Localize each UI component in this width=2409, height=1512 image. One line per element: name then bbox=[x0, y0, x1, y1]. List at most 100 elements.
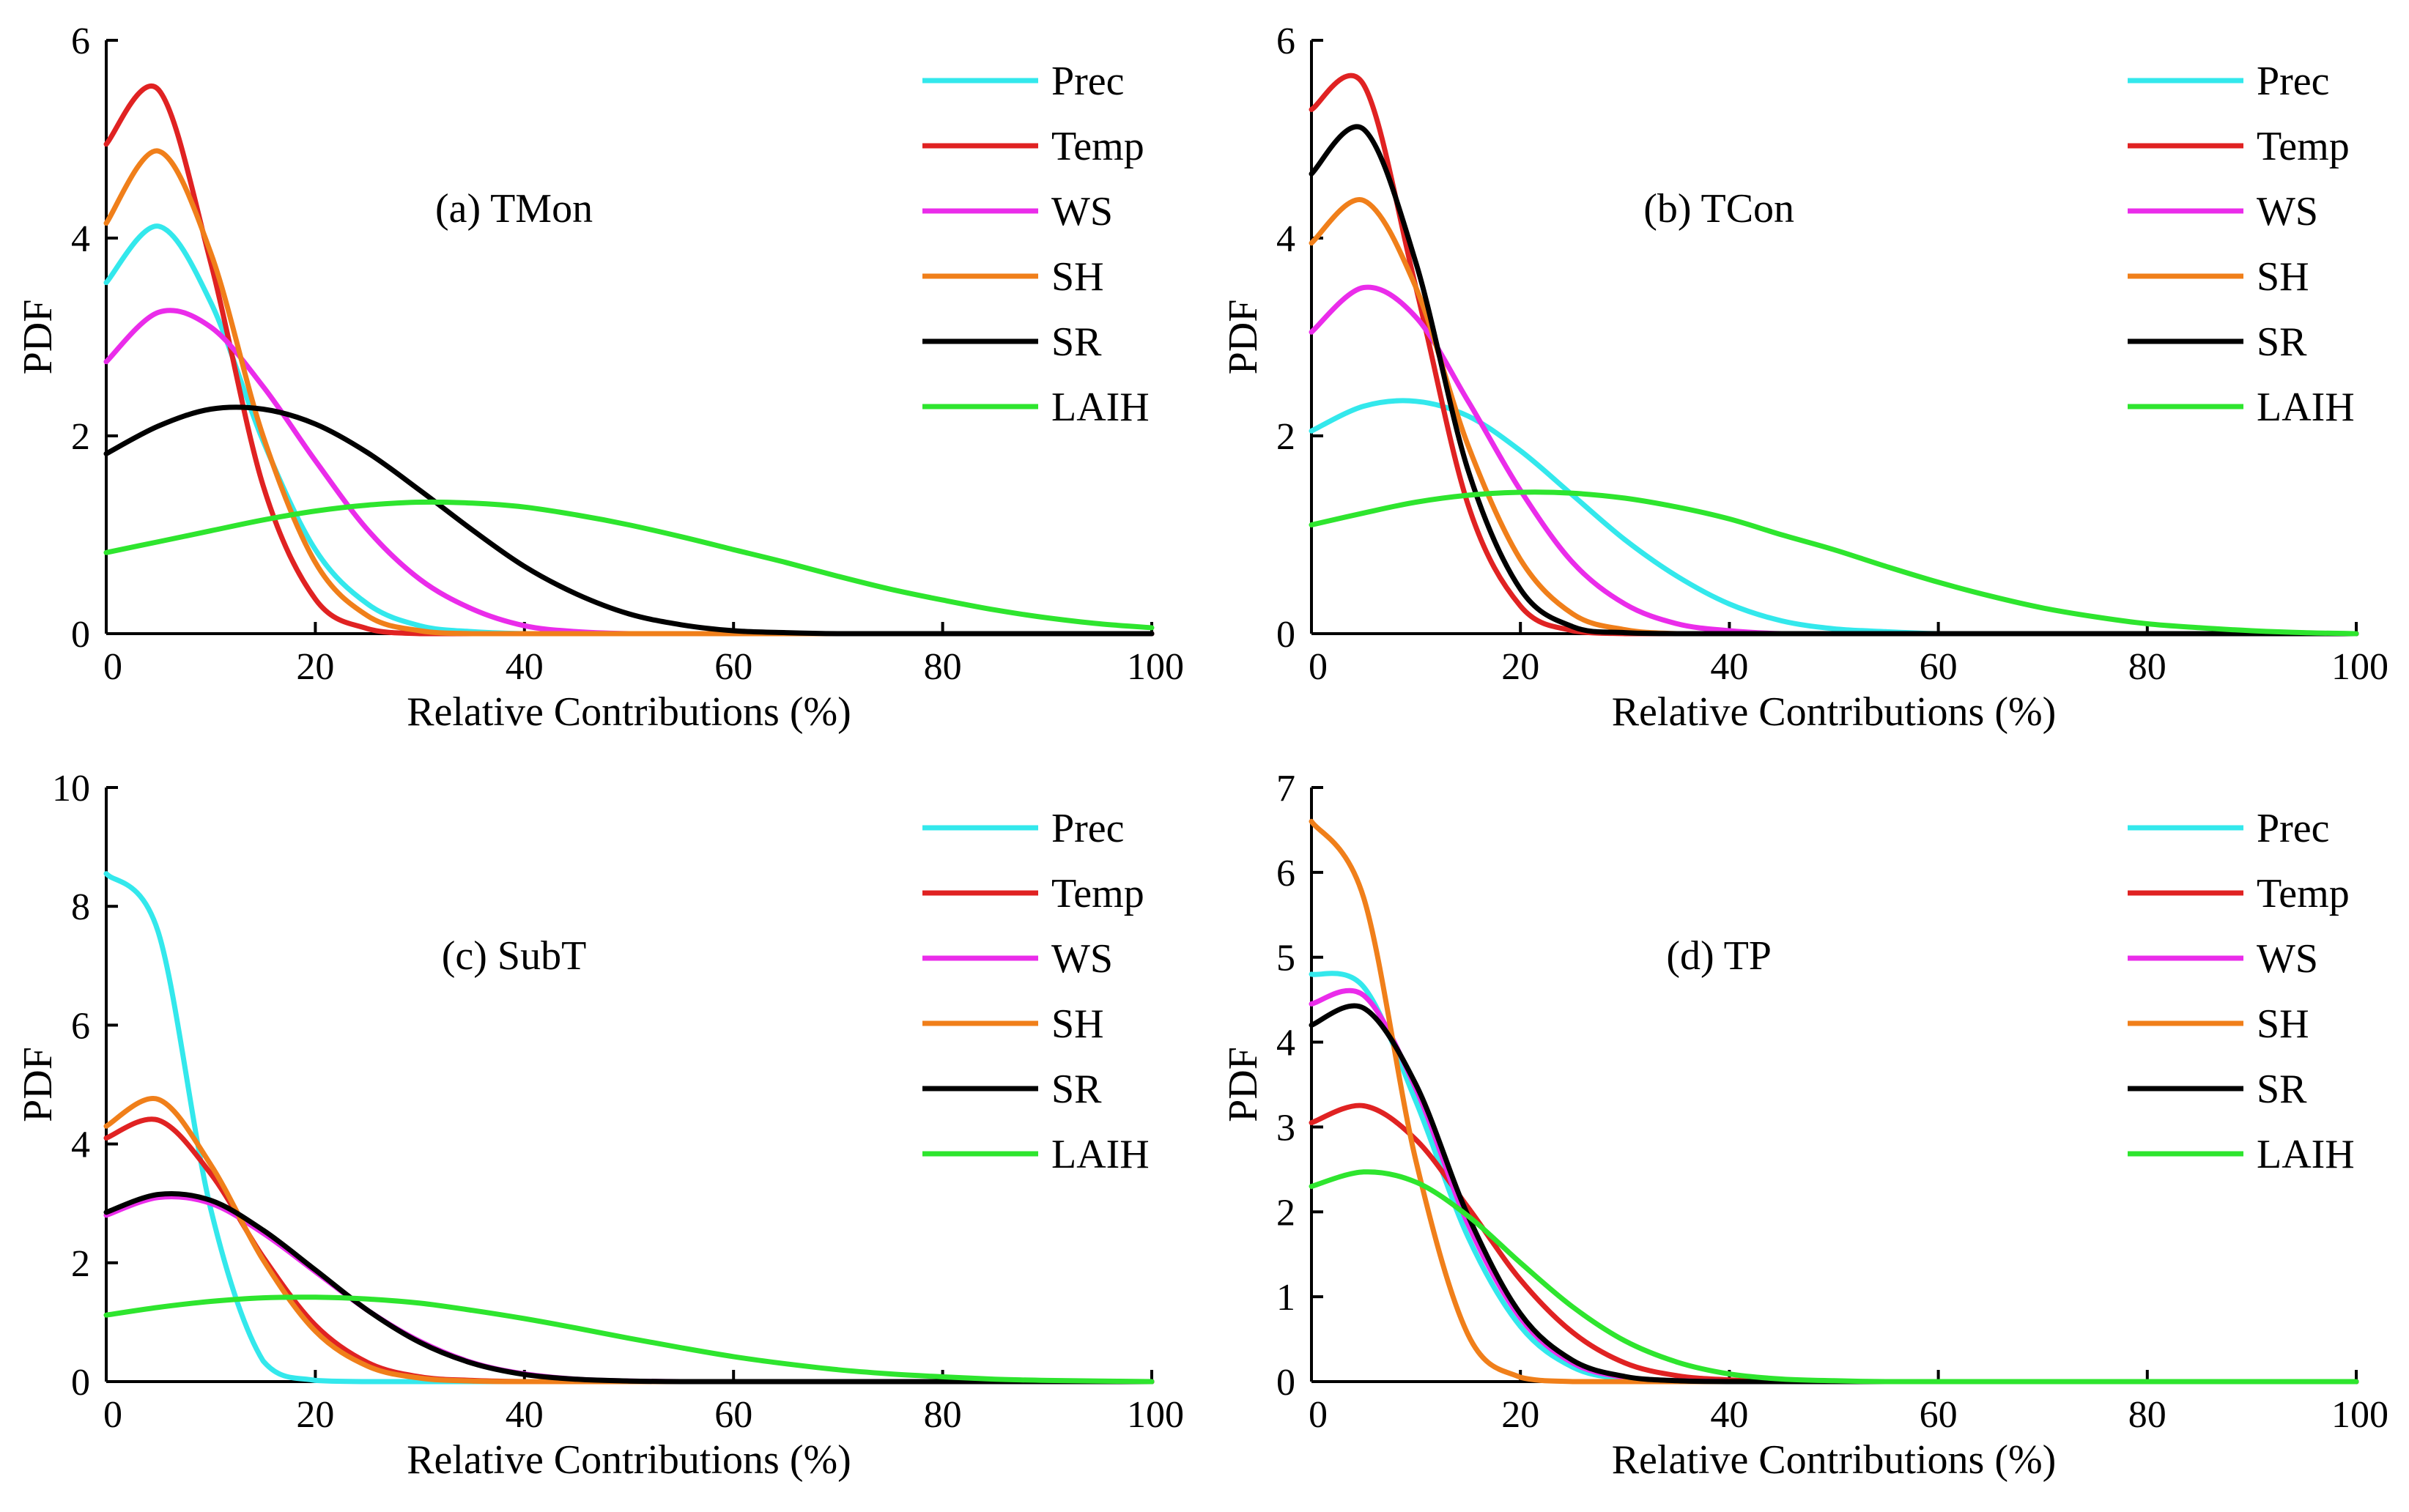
legend-label: WS bbox=[2257, 189, 2318, 234]
x-tick-label: 60 bbox=[1920, 646, 1958, 688]
y-tick-label: 4 bbox=[1276, 1023, 1295, 1064]
y-tick-label: 2 bbox=[71, 1243, 90, 1285]
series-line-ws bbox=[103, 1194, 1155, 1385]
x-axis-title: Relative Contributions (%) bbox=[1612, 689, 2057, 735]
x-tick-label: 20 bbox=[1501, 1394, 1539, 1436]
legend-label: Prec bbox=[1051, 806, 1125, 851]
series-line-prec bbox=[1309, 971, 2359, 1385]
legend-label: Temp bbox=[2257, 871, 2350, 916]
legend-label: LAIH bbox=[1051, 385, 1150, 430]
x-tick-label: 20 bbox=[296, 646, 334, 688]
legend-label: Temp bbox=[1051, 871, 1144, 916]
y-tick-label: 2 bbox=[1276, 1192, 1295, 1234]
x-axis-title: Relative Contributions (%) bbox=[407, 689, 851, 735]
x-tick-label: 40 bbox=[506, 1394, 544, 1436]
legend-label: LAIH bbox=[2257, 385, 2355, 430]
x-tick-label: 100 bbox=[1127, 1394, 1184, 1436]
legend-label: SH bbox=[2257, 1001, 2309, 1047]
panel-4: 0 20 40 60 80 100 0 1 2 3 4 5 6 7 Relative Contributio… bbox=[1221, 768, 2388, 1483]
legend-label: SH bbox=[1051, 1001, 1104, 1047]
panel-1: 0 20 40 60 80 100 0 2 4 6 Relative Contributions (… bbox=[15, 21, 1184, 735]
x-tick-label: 0 bbox=[103, 646, 122, 688]
panel-2: 0 20 40 60 80 100 0 2 4 6 Relative Contributions (… bbox=[1221, 21, 2388, 735]
x-tick-label: 40 bbox=[1710, 646, 1748, 688]
y-tick-label: 6 bbox=[71, 21, 90, 62]
x-tick-label: 20 bbox=[296, 1394, 334, 1436]
y-tick-label: 3 bbox=[1276, 1107, 1295, 1149]
legend-label: LAIH bbox=[2257, 1132, 2355, 1177]
y-axis-title: PDF bbox=[1221, 1047, 1266, 1122]
series-line-ws bbox=[103, 308, 1155, 637]
x-tick-label: 0 bbox=[1309, 646, 1328, 688]
y-tick-label: 0 bbox=[71, 1362, 90, 1404]
y-axis-title: PDF bbox=[15, 1047, 61, 1122]
legend-label: SR bbox=[2257, 319, 2307, 365]
series-line-temp bbox=[103, 1116, 1155, 1385]
legend-label: Temp bbox=[1051, 124, 1144, 169]
series-line-laih bbox=[1309, 1169, 2359, 1385]
y-tick-label: 0 bbox=[71, 614, 90, 656]
series-line-sr bbox=[103, 1191, 1155, 1385]
x-tick-label: 100 bbox=[1127, 646, 1184, 688]
legend-label: WS bbox=[2257, 936, 2318, 982]
x-tick-label: 60 bbox=[714, 1394, 752, 1436]
y-tick-label: 4 bbox=[71, 218, 90, 260]
x-tick-label: 60 bbox=[714, 646, 752, 688]
y-tick-label: 0 bbox=[1276, 614, 1295, 656]
legend-label: SR bbox=[2257, 1067, 2307, 1112]
y-axis-title: PDF bbox=[15, 300, 61, 375]
y-tick-label: 8 bbox=[71, 886, 90, 928]
panel-title: (b) TCon bbox=[1643, 186, 1794, 231]
legend-label: Prec bbox=[1051, 59, 1125, 104]
x-tick-label: 20 bbox=[1501, 646, 1539, 688]
series-line-sr bbox=[103, 404, 1155, 637]
legend-label: SH bbox=[1051, 254, 1104, 300]
x-tick-label: 80 bbox=[2128, 1394, 2166, 1436]
legend-label: WS bbox=[1051, 189, 1113, 234]
series-line-laih bbox=[103, 499, 1155, 631]
x-tick-label: 80 bbox=[2128, 646, 2166, 688]
x-tick-label: 40 bbox=[506, 646, 544, 688]
legend-label: WS bbox=[1051, 936, 1113, 982]
x-tick-label: 40 bbox=[1710, 1394, 1748, 1436]
panel-title: (a) TMon bbox=[435, 186, 593, 231]
series-line-sr bbox=[1309, 124, 2359, 637]
y-tick-label: 5 bbox=[1276, 938, 1295, 979]
y-tick-label: 4 bbox=[1276, 218, 1295, 260]
series-line-ws bbox=[1309, 987, 2359, 1385]
y-tick-label: 2 bbox=[1276, 416, 1295, 458]
y-axis-title: PDF bbox=[1221, 300, 1266, 375]
legend-label: SH bbox=[2257, 254, 2309, 300]
x-axis-title: Relative Contributions (%) bbox=[407, 1437, 851, 1483]
y-tick-label: 6 bbox=[1276, 21, 1295, 62]
legend-label: SR bbox=[1051, 1067, 1102, 1112]
legend-label: Temp bbox=[2257, 124, 2350, 169]
series-line-sh bbox=[103, 148, 1155, 637]
series-line-prec bbox=[103, 871, 1155, 1385]
series-line-laih bbox=[103, 1294, 1155, 1385]
x-tick-label: 100 bbox=[2331, 1394, 2388, 1436]
y-tick-label: 7 bbox=[1276, 768, 1295, 809]
series-line-prec bbox=[1309, 398, 2359, 637]
x-tick-label: 80 bbox=[924, 646, 962, 688]
panel-title: (c) SubT bbox=[442, 933, 587, 979]
x-tick-label: 100 bbox=[2331, 646, 2388, 688]
y-tick-label: 0 bbox=[1276, 1362, 1295, 1404]
x-tick-label: 0 bbox=[103, 1394, 122, 1436]
x-tick-label: 60 bbox=[1920, 1394, 1958, 1436]
y-tick-label: 6 bbox=[71, 1005, 90, 1047]
legend-label: Prec bbox=[2257, 59, 2330, 104]
x-axis-title: Relative Contributions (%) bbox=[1612, 1437, 2057, 1483]
y-tick-label: 4 bbox=[71, 1124, 90, 1166]
legend-label: SR bbox=[1051, 319, 1102, 365]
series-line-sh bbox=[1309, 818, 2359, 1385]
series-line-sr bbox=[1309, 1003, 2359, 1385]
y-tick-label: 2 bbox=[71, 416, 90, 458]
panel-3: 0 20 40 60 80 100 0 2 4 6 8 10 Relative Contribution… bbox=[15, 768, 1184, 1483]
y-tick-label: 10 bbox=[52, 768, 90, 809]
legend-label: Prec bbox=[2257, 806, 2330, 851]
x-tick-label: 80 bbox=[924, 1394, 962, 1436]
series-line-laih bbox=[1309, 489, 2359, 637]
series-line-temp bbox=[103, 84, 1155, 637]
